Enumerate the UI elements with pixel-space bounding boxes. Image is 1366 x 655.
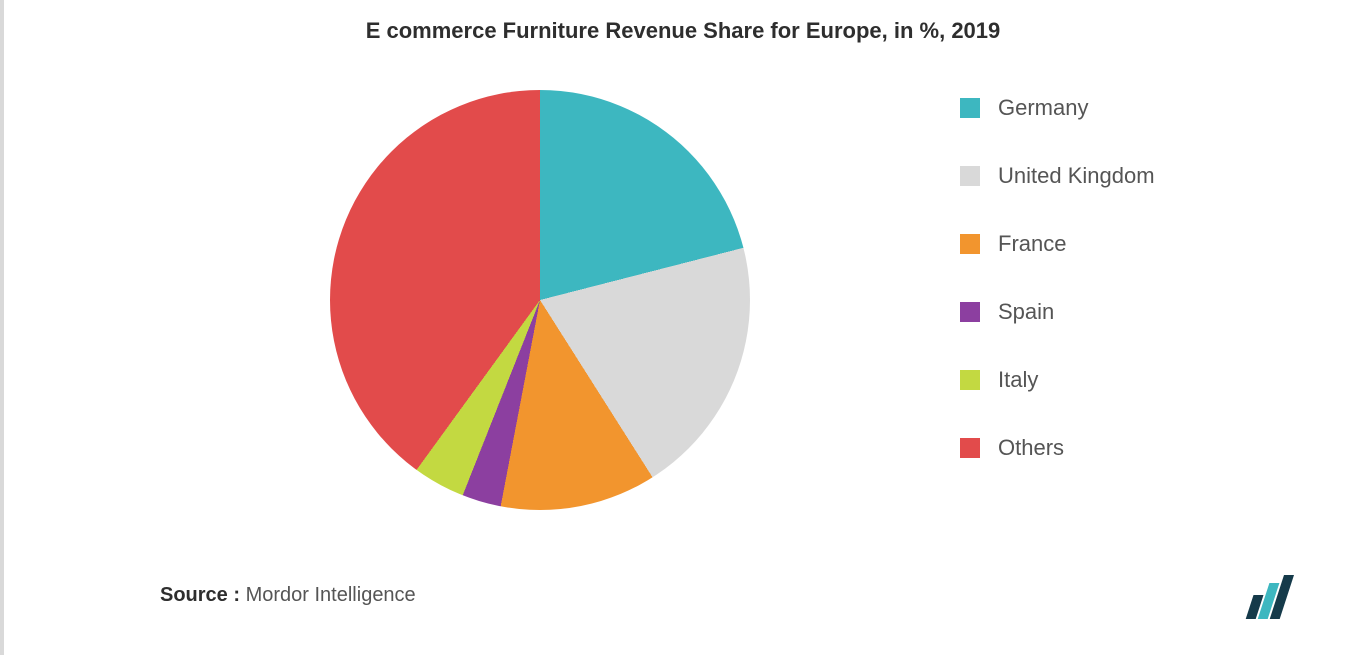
- legend-item: United Kingdom: [960, 163, 1155, 189]
- logo-icon: [1242, 575, 1318, 619]
- legend-swatch: [960, 166, 980, 186]
- legend-swatch: [960, 438, 980, 458]
- legend-item: Germany: [960, 95, 1155, 121]
- legend-label: Germany: [998, 95, 1088, 121]
- source-line: Source : Mordor Intelligence: [160, 584, 416, 607]
- legend-swatch: [960, 302, 980, 322]
- brand-logo: [1242, 575, 1318, 619]
- legend: Germany United Kingdom France Spain Italy Oth…: [960, 95, 1155, 461]
- legend-item: Spain: [960, 299, 1155, 325]
- legend-label: Others: [998, 435, 1064, 461]
- legend-item: Others: [960, 435, 1155, 461]
- legend-label: Italy: [998, 367, 1038, 393]
- pie-chart: [330, 90, 750, 510]
- source-value: Mordor Intelligence: [246, 584, 416, 606]
- legend-label: Spain: [998, 299, 1054, 325]
- legend-swatch: [960, 98, 980, 118]
- accent-border: [0, 0, 4, 655]
- legend-item: France: [960, 231, 1155, 257]
- legend-item: Italy: [960, 367, 1155, 393]
- legend-swatch: [960, 370, 980, 390]
- legend-swatch: [960, 234, 980, 254]
- chart-title: E commerce Furniture Revenue Share for E…: [0, 18, 1366, 44]
- pie-graphic: [330, 90, 750, 510]
- source-label: Source :: [160, 584, 240, 606]
- legend-label: United Kingdom: [998, 163, 1155, 189]
- legend-label: France: [998, 231, 1066, 257]
